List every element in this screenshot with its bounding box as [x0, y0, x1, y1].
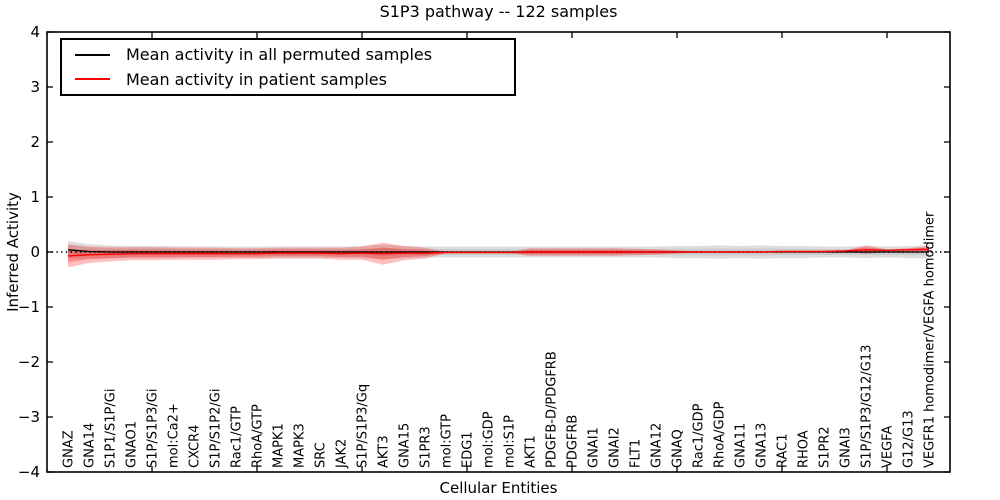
x-category-label: mol:S1P [503, 415, 518, 468]
y-tick-label: 2 [30, 133, 40, 151]
x-category-label: GNAI1 [587, 427, 602, 468]
x-category-label: Rac1/GDP [692, 403, 707, 468]
x-category-label: SRC [314, 442, 329, 468]
x-category-label: GNA12 [650, 423, 665, 468]
y-tick-label: −1 [18, 298, 40, 316]
x-category-label: S1PR2 [818, 426, 833, 468]
chart-title: S1P3 pathway -- 122 samples [379, 2, 618, 21]
legend-line-sample-permuted [75, 53, 110, 56]
patient-mean-line [67, 248, 930, 257]
y-tick-label: −2 [18, 353, 40, 371]
x-category-label: RAC1 [776, 433, 791, 468]
y-tick-label: 0 [30, 243, 40, 261]
x-category-label: mol:GDP [482, 411, 497, 468]
x-category-label: MAPK1 [272, 423, 287, 468]
x-category-label: AKT1 [524, 435, 539, 468]
x-category-label: S1P/S1P3/Gq [356, 384, 371, 468]
legend-label: Mean activity in patient samples [126, 69, 387, 89]
y-tick-label: 4 [30, 23, 40, 41]
x-category-label: Rac1/GTP [230, 406, 245, 468]
x-category-label: GNA13 [755, 423, 770, 468]
x-category-label: GNA11 [734, 423, 749, 468]
x-category-label: GNAZ [62, 430, 77, 468]
x-axis-label: Cellular Entities [439, 479, 558, 497]
x-category-label: GNA15 [398, 423, 413, 468]
y-tick-label: −3 [18, 408, 40, 426]
x-category-label: S1P/S1P3/G12/G13 [860, 345, 875, 468]
x-category-label: MAPK3 [293, 423, 308, 468]
x-category-label: RhoA/GTP [251, 404, 266, 468]
x-category-label: CXCR4 [188, 425, 203, 468]
x-category-label: S1P1/S1P/Gi [104, 389, 119, 468]
x-category-label: PDGFRB [566, 415, 581, 468]
x-category-label: G12/G13 [902, 410, 917, 468]
x-category-label: AKT3 [377, 435, 392, 468]
x-category-label: mol:Ca2+ [167, 403, 182, 468]
legend-line-sample-patient [75, 78, 110, 81]
permuted-band-outer [68, 241, 929, 260]
patient-band-inner [68, 247, 929, 263]
x-category-label: EDG1 [461, 431, 476, 468]
patient-band-outer [68, 242, 929, 268]
y-axis-label: Inferred Activity [4, 192, 22, 312]
x-category-label: GNAI3 [839, 427, 854, 468]
legend-label: Mean activity in all permuted samples [126, 45, 433, 65]
x-category-label: FLT1 [629, 439, 644, 468]
y-tick-label: 3 [30, 78, 40, 96]
legend: Mean activity in all permuted samples Me… [60, 38, 516, 96]
x-category-label: S1P/S1P3/Gi [146, 389, 161, 468]
x-category-label: GNAO1 [125, 421, 140, 468]
x-category-label: VEGFR1 homodimer/VEGFA homodimer [923, 211, 938, 468]
y-tick-label: −4 [18, 463, 40, 481]
x-category-label: GNAI2 [608, 427, 623, 468]
x-category-label: JAK2 [335, 439, 350, 469]
legend-item-permuted: Mean activity in all permuted samples [62, 45, 514, 64]
x-category-label: S1PR3 [419, 426, 434, 468]
x-category-label: S1P/S1P2/Gi [209, 389, 224, 468]
legend-item-patient: Mean activity in patient samples [62, 70, 514, 89]
x-category-label: RhoA/GDP [713, 401, 728, 468]
x-category-label: RHOA [797, 430, 812, 468]
x-category-label: PDGFB-D/PDGFRB [545, 351, 560, 468]
x-category-label: mol:GTP [440, 414, 455, 468]
y-tick-label: 1 [30, 188, 40, 206]
x-category-label: GNAQ [671, 429, 686, 468]
x-category-label: GNA14 [83, 423, 98, 468]
x-category-label: VEGFA [881, 426, 896, 468]
